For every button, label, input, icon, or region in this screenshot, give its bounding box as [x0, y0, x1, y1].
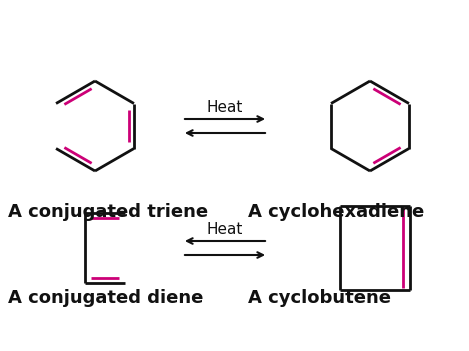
Text: A cyclohexadiene: A cyclohexadiene: [248, 203, 424, 221]
Text: A conjugated diene: A conjugated diene: [8, 289, 204, 307]
Text: Heat: Heat: [207, 100, 243, 115]
Text: Heat: Heat: [207, 222, 243, 237]
Text: A conjugated triene: A conjugated triene: [8, 203, 208, 221]
Text: A cyclobutene: A cyclobutene: [248, 289, 391, 307]
